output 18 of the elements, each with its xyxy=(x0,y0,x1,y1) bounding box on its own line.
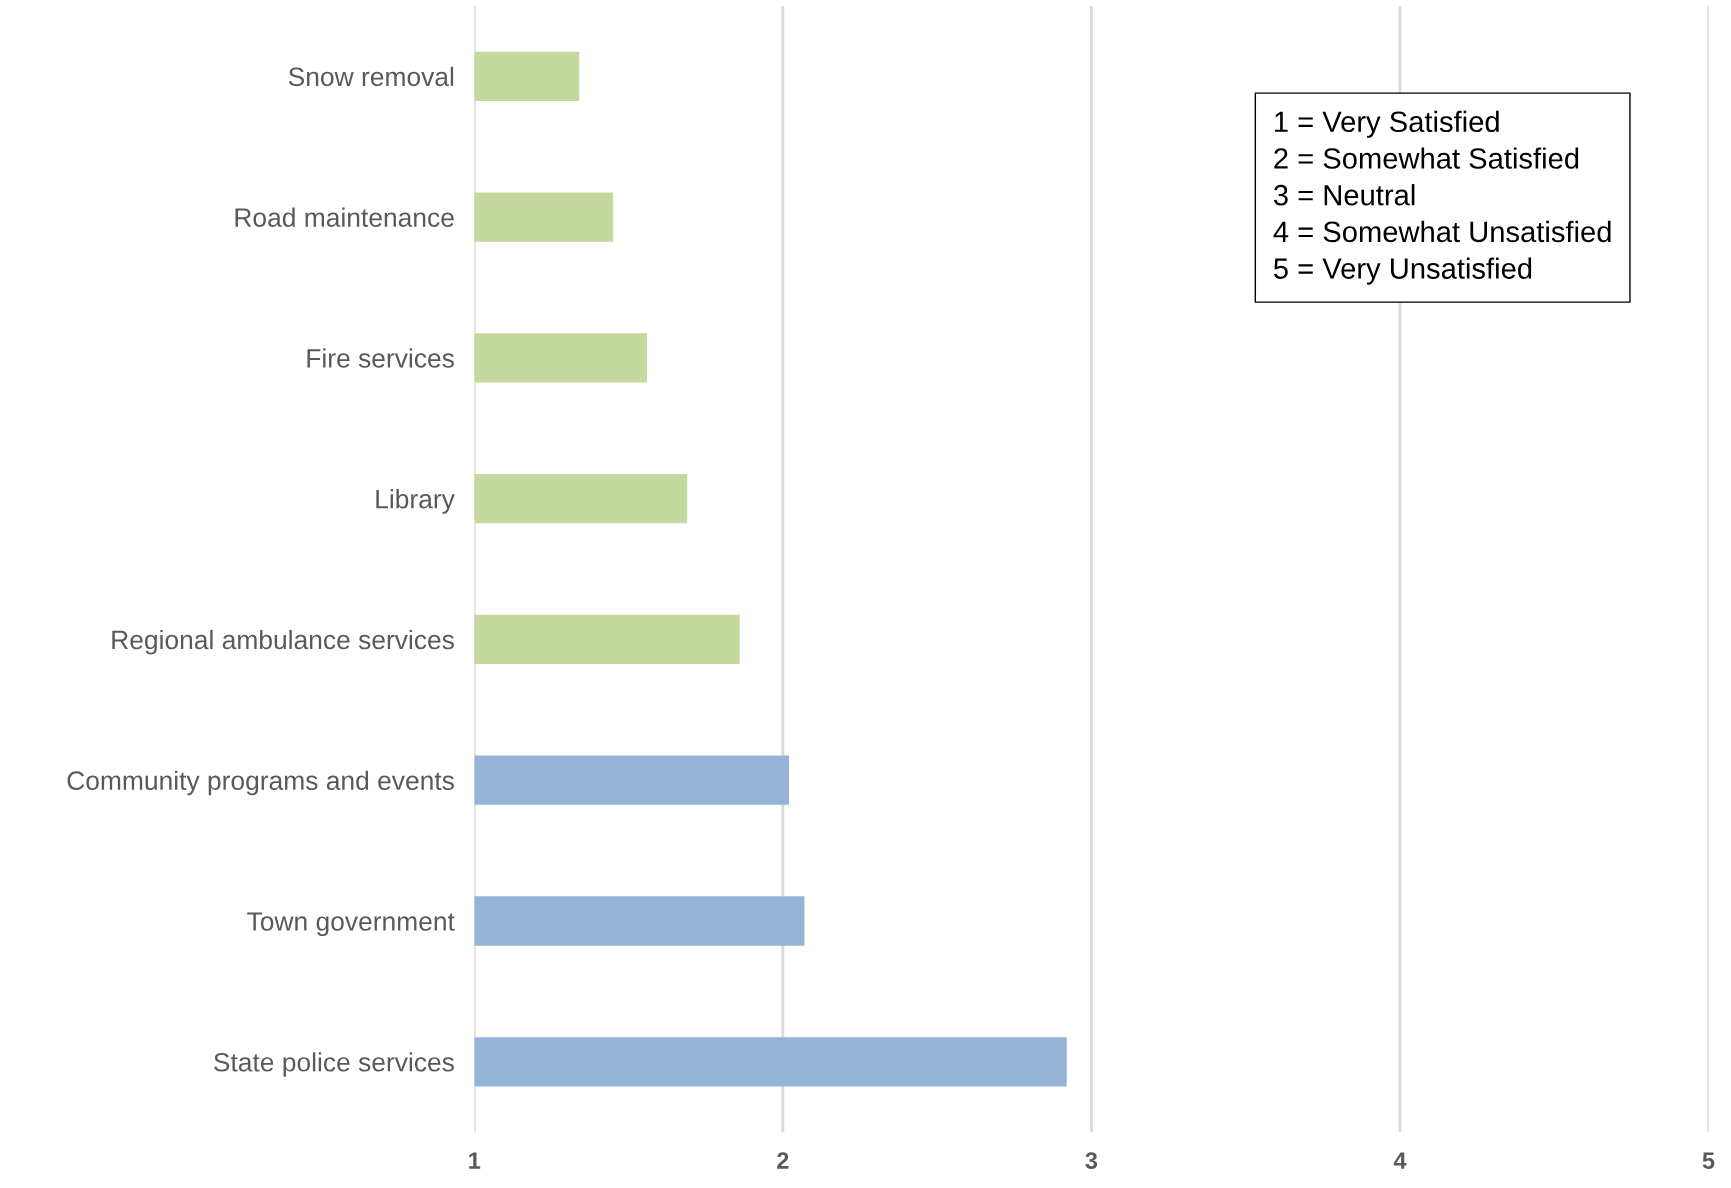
annotation: 3 = Neutral xyxy=(1273,184,1415,206)
x-tick-label: 4 xyxy=(1393,1152,1407,1169)
y-tick-label: Snow removal xyxy=(288,66,454,87)
annotation: 1 = Very Satisfied xyxy=(1275,110,1499,138)
x-tick-label: 1 xyxy=(469,1152,481,1169)
x-tick-label: 5 xyxy=(1702,1152,1715,1169)
y-tick-label: Community programs and events xyxy=(67,770,454,796)
annotation: 4 = Somewhat Unsatisfied xyxy=(1273,220,1611,243)
x-tick-label: 3 xyxy=(1085,1152,1098,1169)
y-tick-label: Fire services xyxy=(307,348,454,368)
annotation: 2 = Somewhat Satisfied xyxy=(1274,147,1579,169)
y-tick-label: State police services xyxy=(214,1052,454,1077)
x-tick-label: 2 xyxy=(777,1152,789,1169)
y-tick-label: Road maintenance xyxy=(235,207,454,227)
y-tick-label: Town government xyxy=(247,912,455,937)
y-tick-label: Library xyxy=(376,489,455,514)
annotation: 5 = Very Unsatisfied xyxy=(1273,257,1532,285)
y-tick-label: Regional ambulance services xyxy=(112,629,454,655)
